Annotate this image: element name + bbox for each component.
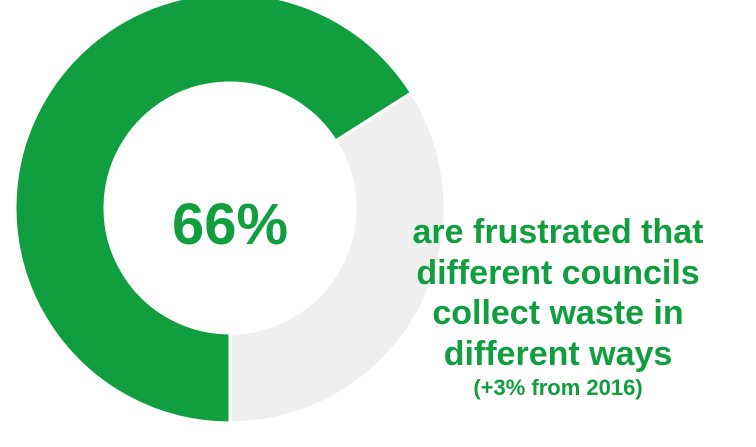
center-percentage-label: 66% [171,192,289,257]
caption: are frustrated that different councils c… [360,212,756,400]
caption-sub-text: (+3% from 2016) [473,375,643,400]
donut-slice-frustrated [13,0,414,425]
donut-slice-other [228,90,447,425]
caption-main-text: are frustrated that different councils c… [412,213,704,373]
